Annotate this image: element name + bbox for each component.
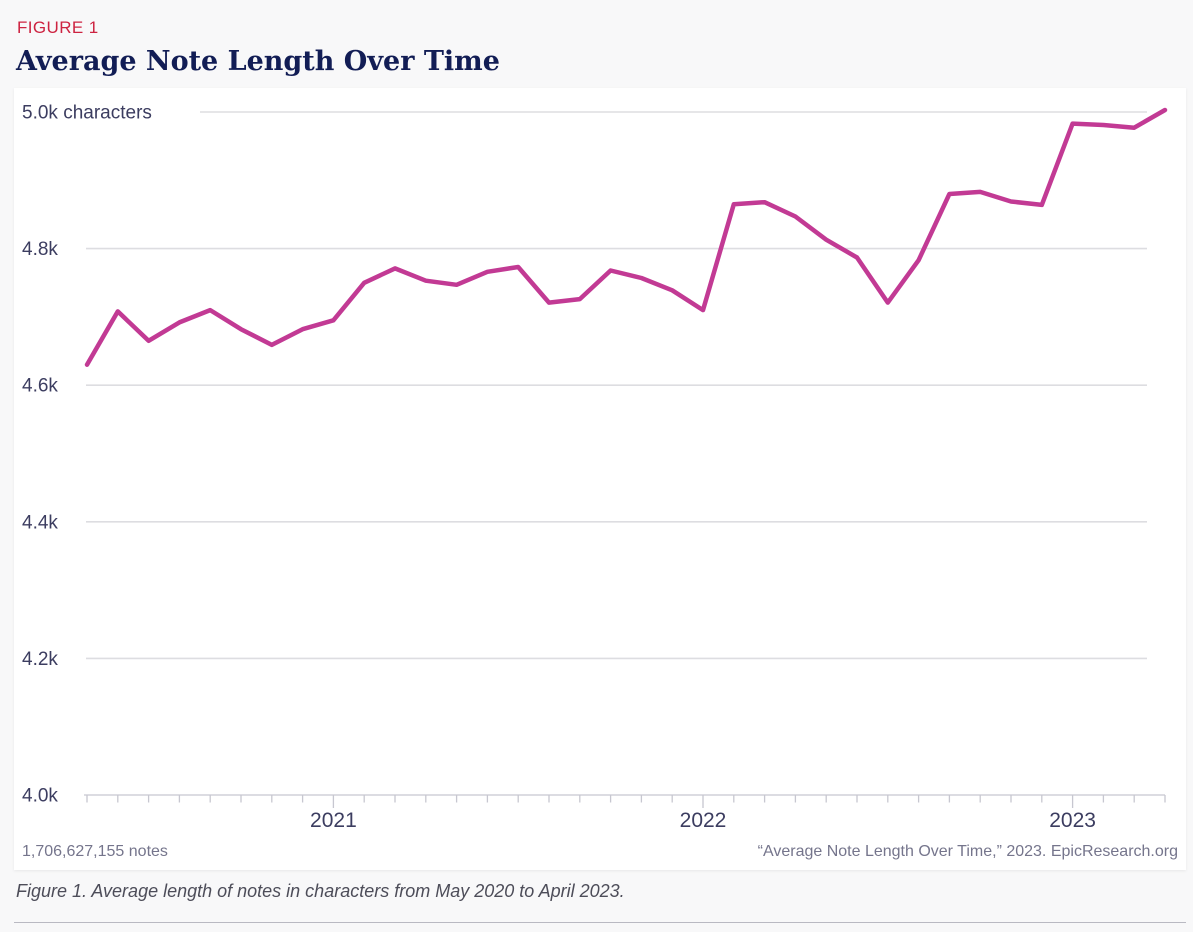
y-axis-tick-label: 5.0k characters [22,103,152,124]
x-axis-year-label: 2023 [1049,809,1096,832]
chart-footer: 1,706,627,155 notes “Average Note Length… [22,833,1178,870]
x-axis-year-label: 2021 [310,809,357,832]
notes-count: 1,706,627,155 notes [22,842,168,860]
y-axis-tick-label: 4.8k [22,239,58,260]
note-length-series-line [84,107,1168,367]
y-axis-tick-label: 4.6k [22,376,58,397]
line-chart: 5.0k characters 4.8k 4.6k 4.4k 4.2k 4.0k 2021 2… [22,103,1168,832]
x-axis-year-label: 2022 [680,809,727,832]
y-axis-tick-label: 4.0k [22,786,58,807]
page-title: Average Note Length Over Time [16,46,500,77]
y-axis-tick-label: 4.4k [22,512,58,533]
y-axis-tick-label: 4.2k [22,649,58,670]
bottom-divider [14,922,1186,923]
figure-caption: Figure 1. Average length of notes in cha… [16,881,625,901]
figure-label: FIGURE 1 [17,18,99,37]
chart-panel: 5.0k characters 4.8k 4.6k 4.4k 4.2k 4.0k 2021 2… [14,88,1186,870]
source-attribution: “Average Note Length Over Time,” 2023. E… [757,842,1178,860]
